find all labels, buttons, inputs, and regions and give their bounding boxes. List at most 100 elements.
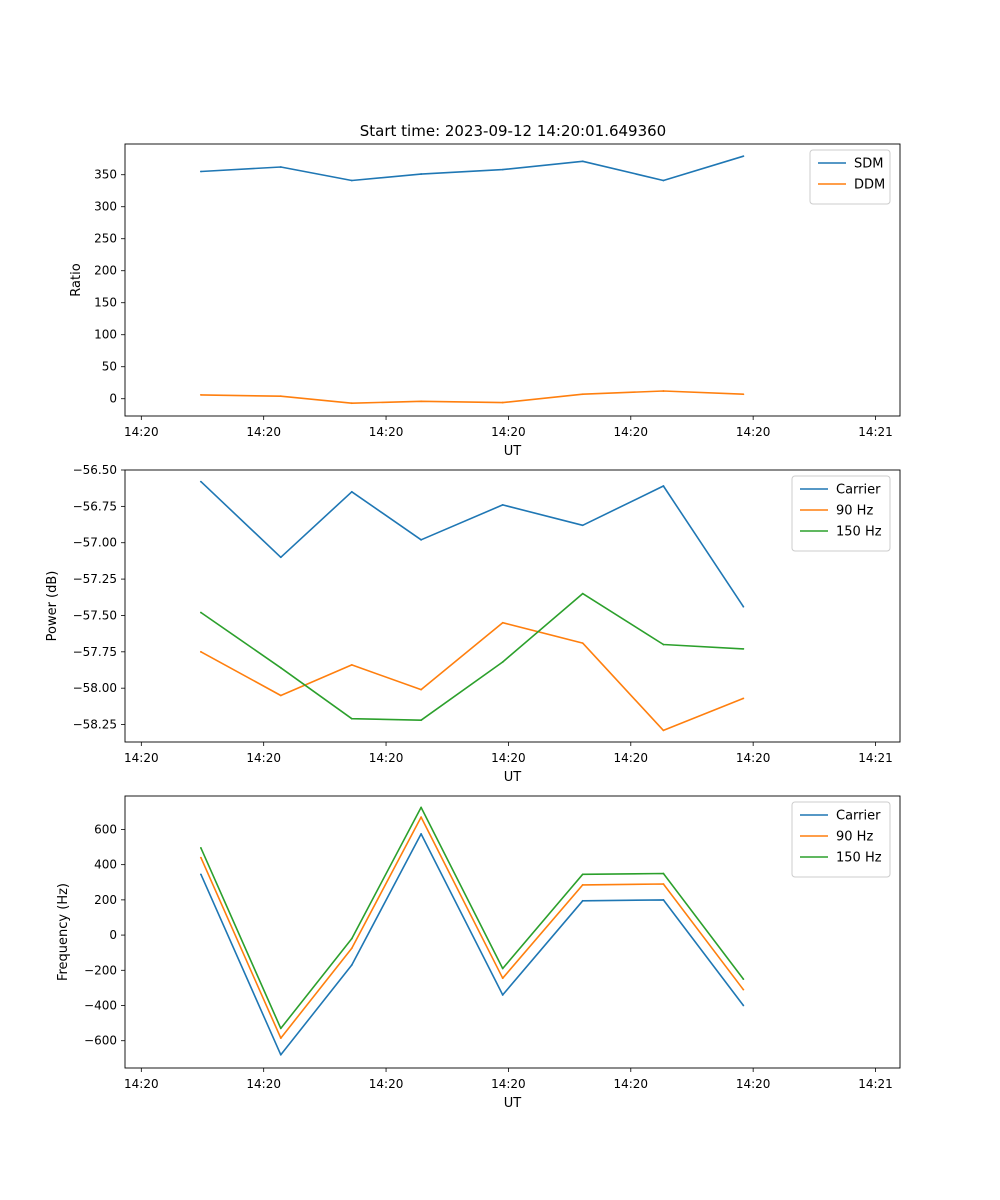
data-point [742, 697, 745, 700]
x-tick-label: 14:20 [124, 751, 159, 765]
data-point [350, 490, 353, 493]
y-tick-label: −57.75 [73, 645, 117, 659]
data-point [420, 538, 423, 541]
x-tick-label: 14:21 [858, 425, 893, 439]
data-point [742, 155, 745, 158]
plot-frame [124, 795, 901, 1069]
y-tick-label: −57.50 [73, 608, 117, 622]
legend-label: Carrier [836, 809, 881, 824]
data-point [420, 832, 423, 835]
y-tick-label: −400 [84, 999, 117, 1013]
data-point [279, 694, 282, 697]
data-point [279, 166, 282, 168]
x-tick-label: 14:20 [246, 1077, 281, 1091]
legend: Carrier 90 Hz 150 Hz [791, 475, 891, 552]
data-point [662, 643, 665, 646]
x-tick-label: 14:20 [736, 1077, 771, 1091]
y-tick-label: 200 [94, 264, 117, 278]
legend-label: SDM [854, 157, 883, 172]
series-line-ddm [200, 390, 744, 405]
x-tick-label: 14:20 [736, 425, 771, 439]
data-point [199, 480, 202, 483]
series-line-150-hz [200, 592, 744, 722]
data-point [279, 1037, 282, 1039]
y-tick-label: 300 [94, 200, 117, 214]
data-point [662, 729, 665, 732]
y-tick-label: −56.50 [73, 463, 117, 477]
data-point [350, 664, 353, 666]
series-line-150-hz [200, 806, 745, 1030]
data-point [581, 592, 584, 595]
data-point [742, 1004, 745, 1007]
y-axis-label: Ratio [69, 263, 84, 296]
x-tick-label: 14:20 [613, 1077, 648, 1091]
data-point [501, 168, 504, 171]
legend-box [791, 801, 891, 878]
y-axis-label: Frequency (Hz) [56, 883, 71, 981]
data-point [420, 400, 423, 403]
data-point [350, 964, 353, 966]
data-point [350, 717, 353, 720]
data-point [350, 937, 353, 940]
plot-frame [124, 143, 901, 417]
x-tick-label: 14:21 [858, 751, 893, 765]
data-point [662, 485, 665, 487]
data-point [581, 393, 584, 396]
data-point [279, 1027, 282, 1030]
series-line-90-hz [200, 621, 744, 732]
y-tick-label: 600 [94, 822, 117, 836]
data-point [742, 605, 745, 608]
data-point [501, 967, 504, 970]
series-line-carrier [200, 481, 745, 608]
data-point [662, 179, 665, 182]
data-point [742, 648, 745, 650]
legend-label: 90 Hz [836, 830, 873, 845]
x-tick-label: 14:21 [858, 1077, 893, 1091]
x-tick-label: 14:20 [736, 751, 771, 765]
data-point [742, 393, 745, 396]
data-point [501, 994, 504, 996]
x-tick-label: 14:20 [369, 751, 404, 765]
data-point [742, 978, 745, 980]
y-tick-label: −57.25 [73, 572, 117, 586]
series-line-sdm [200, 155, 744, 182]
data-point [199, 650, 202, 653]
data-point [581, 884, 584, 886]
data-point [279, 1053, 282, 1056]
plot-frame [124, 469, 901, 743]
data-point [420, 688, 423, 691]
x-tick-label: 14:20 [369, 1077, 404, 1091]
y-axis-label: Power (dB) [45, 571, 60, 642]
y-tick-label: −56.75 [73, 499, 117, 513]
x-axis-label: UT [504, 1096, 522, 1111]
data-point [501, 621, 504, 624]
data-point [279, 666, 282, 669]
subplot-power: 14:20 14:20 14:20 14:20 14:20 14:20 14:21 −56.5… [45, 463, 901, 785]
data-point [199, 393, 202, 396]
legend: Carrier 90 Hz 150 Hz [791, 801, 891, 878]
data-point [662, 883, 665, 885]
legend-box [791, 475, 891, 552]
x-axis-label: UT [504, 444, 522, 459]
data-point [199, 847, 202, 849]
y-tick-label: −58.00 [73, 681, 117, 695]
data-point [199, 856, 202, 859]
subplot-frequency: 14:20 14:20 14:20 14:20 14:20 14:20 14:21 −600 −… [56, 795, 901, 1111]
data-point [420, 816, 423, 819]
x-tick-label: 14:20 [491, 1077, 526, 1091]
data-point [279, 395, 282, 398]
x-tick-label: 14:20 [246, 751, 281, 765]
data-point [199, 873, 202, 876]
data-point [350, 402, 353, 405]
x-tick-label: 14:20 [613, 425, 648, 439]
subplot-ratio: 14:20 14:20 14:20 14:20 14:20 14:20 14:21 0 50 10… [69, 143, 901, 459]
y-tick-label: −57.00 [73, 536, 117, 550]
y-tick-label: −600 [84, 1034, 117, 1048]
x-tick-label: 14:20 [491, 425, 526, 439]
data-point [501, 401, 504, 404]
y-tick-label: 350 [94, 168, 117, 182]
y-tick-label: −58.25 [73, 718, 117, 732]
data-point [199, 611, 202, 614]
legend-label: Carrier [836, 483, 881, 498]
